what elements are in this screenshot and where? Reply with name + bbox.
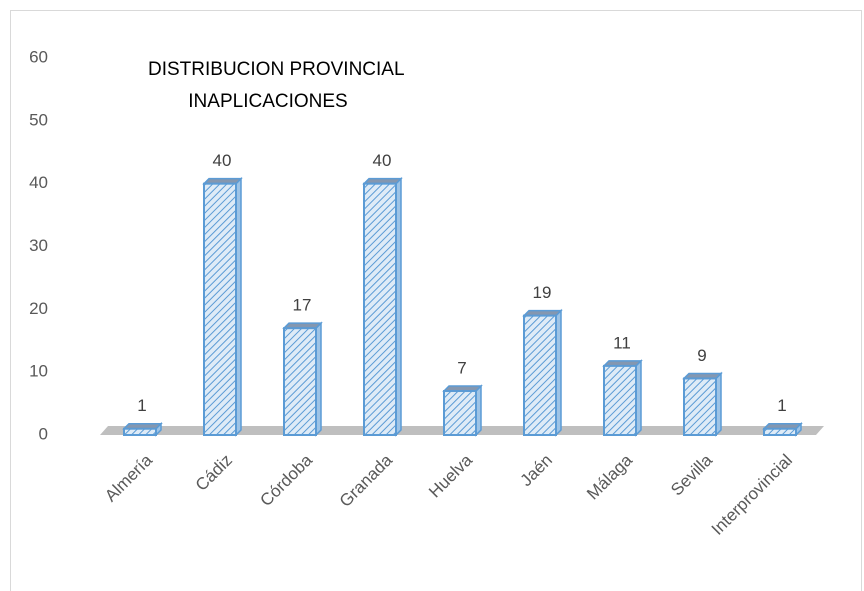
- x-tick-label: Córdoba: [256, 450, 316, 510]
- data-label: 17: [293, 296, 312, 315]
- bar-face: [443, 390, 477, 436]
- data-label: 1: [777, 396, 786, 415]
- data-label: 19: [533, 283, 552, 302]
- bar: [282, 321, 323, 437]
- x-tick-label: Sevilla: [667, 450, 716, 499]
- bar-face: [603, 364, 637, 436]
- y-tick-label: 0: [39, 424, 48, 443]
- y-tick-label: 60: [29, 47, 48, 66]
- bar-face: [523, 314, 557, 436]
- data-label: 11: [613, 333, 631, 352]
- data-label: 7: [457, 359, 466, 378]
- bar-face: [363, 182, 397, 436]
- x-tick-label: Cádiz: [192, 451, 236, 495]
- data-label: 40: [213, 151, 232, 170]
- x-tick-label: Interprovincial: [708, 451, 796, 539]
- x-tick-label: Jaén: [516, 451, 556, 491]
- x-tick-label: Málaga: [583, 450, 636, 503]
- y-tick-label: 50: [29, 110, 48, 129]
- y-tick-label: 30: [29, 236, 48, 255]
- bar: [682, 371, 723, 437]
- chart-title: INAPLICACIONES: [188, 91, 347, 112]
- bar: [202, 176, 243, 437]
- bar: [522, 308, 563, 437]
- data-label: 40: [373, 151, 392, 170]
- y-tick-label: 40: [29, 173, 48, 192]
- y-tick-label: 10: [29, 362, 48, 381]
- y-tick-label: 20: [29, 299, 48, 318]
- chart-title: DISTRIBUCION PROVINCIAL: [148, 59, 405, 80]
- data-label: 9: [697, 346, 706, 365]
- x-tick-label: Granada: [336, 450, 397, 511]
- x-tick-label: Almería: [101, 450, 156, 505]
- bar: [762, 421, 803, 437]
- bar-face: [283, 327, 317, 436]
- bar-face: [203, 182, 237, 436]
- bar: [362, 176, 403, 437]
- data-label: 1: [137, 396, 146, 415]
- chart-frame: [10, 10, 862, 591]
- bar: [602, 359, 643, 437]
- bar: [122, 421, 163, 437]
- x-tick-label: Huelva: [425, 450, 476, 501]
- bar-face: [683, 377, 717, 437]
- bar-face: [763, 427, 797, 437]
- bar-face: [123, 427, 157, 437]
- bar: [442, 384, 483, 437]
